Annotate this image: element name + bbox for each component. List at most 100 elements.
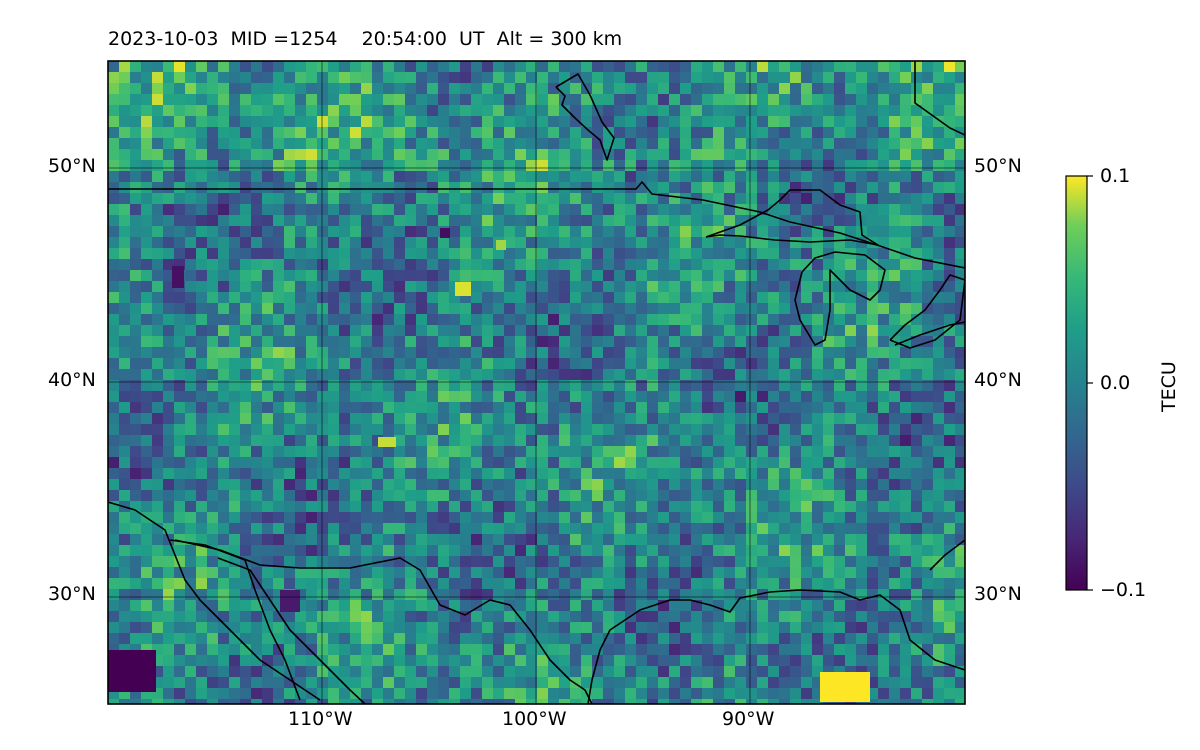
- heatmap-cell: [262, 259, 274, 271]
- heatmap-cell: [141, 72, 153, 84]
- heatmap-cell: [944, 501, 956, 513]
- heatmap-cell: [713, 677, 725, 689]
- heatmap-cell: [691, 699, 703, 704]
- heatmap-cell: [130, 138, 142, 150]
- heatmap-cell: [163, 402, 175, 414]
- heatmap-cell: [900, 523, 912, 535]
- heatmap-cell: [834, 479, 846, 491]
- heatmap-cell: [933, 171, 945, 183]
- heatmap-cell: [416, 666, 428, 678]
- heatmap-cell: [438, 556, 450, 568]
- heatmap-cell: [515, 259, 527, 271]
- heatmap-cell: [328, 270, 340, 282]
- heatmap-cell: [669, 402, 681, 414]
- heatmap-spot: [455, 282, 471, 296]
- heatmap-cell: [570, 182, 582, 194]
- heatmap-cell: [691, 94, 703, 106]
- heatmap-cell: [394, 633, 406, 645]
- heatmap-cell: [746, 314, 758, 326]
- heatmap-cell: [856, 303, 868, 315]
- heatmap-cell: [383, 226, 395, 238]
- heatmap-cell: [658, 160, 670, 172]
- heatmap-cell: [669, 149, 681, 161]
- heatmap-cell: [944, 556, 956, 568]
- heatmap-cell: [647, 358, 659, 370]
- heatmap-cell: [438, 303, 450, 315]
- heatmap-cell: [933, 182, 945, 194]
- heatmap-cell: [130, 358, 142, 370]
- heatmap-cell: [845, 226, 857, 238]
- heatmap-cell: [152, 512, 164, 524]
- heatmap-cell: [823, 149, 835, 161]
- heatmap-cell: [449, 369, 461, 381]
- heatmap-cell: [944, 105, 956, 117]
- heatmap-cell: [724, 402, 736, 414]
- heatmap-cell: [339, 699, 351, 704]
- heatmap-cell: [592, 83, 604, 95]
- heatmap-cell: [702, 655, 714, 667]
- heatmap-cell: [790, 314, 802, 326]
- heatmap-cell: [141, 644, 153, 656]
- heatmap-cell: [592, 94, 604, 106]
- heatmap-cell: [284, 677, 296, 689]
- heatmap-cell: [328, 138, 340, 150]
- heatmap-cell: [339, 281, 351, 293]
- heatmap-cell: [185, 138, 197, 150]
- heatmap-cell: [944, 83, 956, 95]
- heatmap-cell: [317, 204, 329, 216]
- heatmap-cell: [735, 369, 747, 381]
- heatmap-cell: [559, 523, 571, 535]
- heatmap-cell: [350, 204, 362, 216]
- heatmap-cell: [152, 490, 164, 502]
- heatmap-cell: [284, 424, 296, 436]
- heatmap-cell: [328, 578, 340, 590]
- heatmap-cell: [669, 699, 681, 704]
- heatmap-cell: [944, 391, 956, 403]
- heatmap-cell: [834, 83, 846, 95]
- heatmap-cell: [878, 666, 890, 678]
- heatmap-cell: [746, 369, 758, 381]
- heatmap-cell: [438, 578, 450, 590]
- heatmap-cell: [152, 688, 164, 700]
- heatmap-cell: [548, 314, 560, 326]
- heatmap-cell: [581, 457, 593, 469]
- heatmap-cell: [548, 259, 560, 271]
- heatmap-cell: [592, 292, 604, 304]
- heatmap-cell: [427, 567, 439, 579]
- heatmap-cell: [944, 534, 956, 546]
- heatmap-cell: [273, 512, 285, 524]
- heatmap-cell: [460, 149, 472, 161]
- heatmap-cell: [251, 127, 263, 139]
- heatmap-cell: [427, 347, 439, 359]
- heatmap-cell: [295, 666, 307, 678]
- heatmap-cell: [834, 171, 846, 183]
- heatmap-cell: [537, 292, 549, 304]
- heatmap-cell: [471, 402, 483, 414]
- heatmap-cell: [592, 204, 604, 216]
- heatmap-cell: [933, 600, 945, 612]
- florida-coast: [929, 539, 965, 571]
- heatmap-cell: [493, 259, 505, 271]
- heatmap-cell: [460, 182, 472, 194]
- heatmap-cell: [317, 523, 329, 535]
- heatmap-cell: [163, 413, 175, 425]
- heatmap-cell: [394, 611, 406, 623]
- heatmap-cell: [295, 622, 307, 634]
- heatmap-cell: [537, 358, 549, 370]
- heatmap-cell: [570, 171, 582, 183]
- heatmap-cell: [504, 325, 516, 337]
- heatmap-cell: [328, 655, 340, 667]
- heatmap-cell: [735, 160, 747, 172]
- heatmap-cell: [306, 358, 318, 370]
- heatmap-cell: [427, 578, 439, 590]
- heatmap-cell: [229, 611, 241, 623]
- heatmap-cell: [141, 215, 153, 227]
- heatmap-cell: [691, 72, 703, 84]
- heatmap-cell: [207, 369, 219, 381]
- heatmap-cell: [482, 501, 494, 513]
- heatmap-cell: [625, 501, 637, 513]
- heatmap-cell: [196, 314, 208, 326]
- heatmap-cell: [735, 105, 747, 117]
- heatmap-cell: [801, 457, 813, 469]
- heatmap-cell: [515, 490, 527, 502]
